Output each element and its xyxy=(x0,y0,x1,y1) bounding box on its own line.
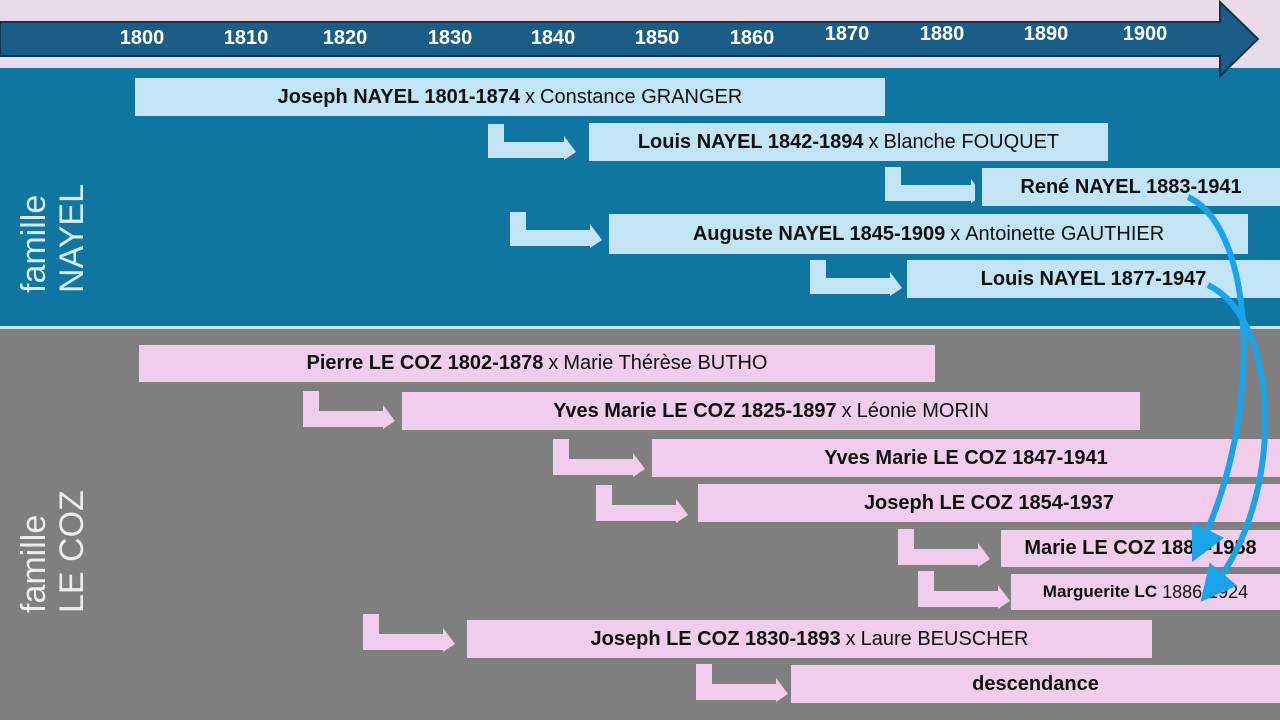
descent-arrow xyxy=(363,614,455,652)
marriage-sign: x xyxy=(845,627,856,650)
person-bar-rene-nayel: René NAYEL 1883-1941 xyxy=(982,168,1280,206)
descent-arrow xyxy=(918,571,1010,609)
person-name: Yves Marie LE COZ 1847-1941 xyxy=(824,446,1108,469)
spouse-name: Constance GRANGER xyxy=(540,85,743,108)
year-tick-1820: 1820 xyxy=(322,27,368,49)
year-tick-1870: 1870 xyxy=(824,23,870,45)
year-tick-1860: 1860 xyxy=(729,27,775,49)
person-name: Louis NAYEL 1842-1894 xyxy=(637,130,864,153)
spouse-name: Laure BEUSCHER xyxy=(860,627,1029,650)
person-bar-yves-marie-le-coz-1825: Yves Marie LE COZ 1825-1897 x Léonie MOR… xyxy=(402,392,1140,430)
person-name: Louis NAYEL 1877-1947 xyxy=(980,267,1207,290)
year-tick-1850: 1850 xyxy=(634,27,680,49)
person-name: René NAYEL 1883-1941 xyxy=(1020,175,1242,198)
person-name: Joseph LE COZ 1830-1893 xyxy=(590,627,841,650)
person-name: Yves Marie LE COZ 1825-1897 xyxy=(553,399,837,422)
year-tick-1840: 1840 xyxy=(530,27,576,49)
family-divider xyxy=(0,326,1280,329)
year-tick-1890: 1890 xyxy=(1023,23,1069,45)
person-bar-auguste-nayel: Auguste NAYEL 1845-1909 x Antoinette GAU… xyxy=(609,214,1248,254)
person-name: Joseph LE COZ 1854-1937 xyxy=(863,491,1115,514)
descent-arrow xyxy=(696,664,788,702)
descent-arrow xyxy=(596,485,688,523)
timeline-arrow xyxy=(0,0,1260,79)
person-bar-louis-nayel-1842: Louis NAYEL 1842-1894 x Blanche FOUQUET xyxy=(589,123,1108,161)
person-name: Marguerite LC xyxy=(1042,582,1158,601)
person-years: 1886-1924 xyxy=(1162,581,1249,602)
descent-arrow xyxy=(510,212,602,248)
person-bar-joseph-le-coz-1830: Joseph LE COZ 1830-1893 x Laure BEUSCHER xyxy=(467,620,1152,658)
spouse-name: Marie Thérèse BUTHO xyxy=(563,352,768,374)
person-bar-louis-nayel-1877: Louis NAYEL 1877-1947 xyxy=(907,260,1280,298)
descent-arrow xyxy=(810,260,902,296)
family-surname: NAYEL xyxy=(53,184,91,293)
marriage-sign: x xyxy=(841,399,852,422)
year-tick-1800: 1800 xyxy=(119,27,165,49)
year-tick-1900: 1900 xyxy=(1122,23,1168,45)
descent-arrow xyxy=(885,167,975,203)
person-bar-joseph-le-coz-1854: Joseph LE COZ 1854-1937 xyxy=(698,484,1280,522)
person-name: Pierre LE COZ 1802-1878 xyxy=(306,352,544,374)
year-tick-1810: 1810 xyxy=(223,27,269,49)
person-name: Marie LE COZ 1884-1958 xyxy=(1024,537,1257,559)
person-name: descendance xyxy=(972,672,1099,695)
marriage-sign: x xyxy=(950,222,961,245)
person-bar-joseph-nayel: Joseph NAYEL 1801-1874 x Constance GRANG… xyxy=(135,78,885,116)
lecoz-family-label: famille LE COZ xyxy=(15,463,95,613)
descent-arrow xyxy=(553,439,645,477)
person-bar-marguerite-lc: Marguerite LC 1886-1924 xyxy=(1011,574,1280,610)
descent-arrow xyxy=(488,124,576,160)
family-surname: LE COZ xyxy=(53,490,91,613)
marriage-sign: x xyxy=(868,130,879,153)
family-word: famille xyxy=(15,194,53,293)
marriage-sign: x xyxy=(548,352,559,374)
marriage-sign: x xyxy=(525,85,536,108)
descent-arrow xyxy=(303,391,395,429)
year-tick-1830: 1830 xyxy=(427,27,473,49)
spouse-name: Antoinette GAUTHIER xyxy=(965,222,1165,245)
year-tick-1880: 1880 xyxy=(919,23,965,45)
descent-arrow xyxy=(898,529,990,567)
person-name: Auguste NAYEL 1845-1909 xyxy=(692,222,946,245)
person-bar-descendance: descendance xyxy=(791,665,1280,703)
person-bar-marie-le-coz: Marie LE COZ 1884-1958 xyxy=(1001,530,1280,567)
nayel-family-label: famille NAYEL xyxy=(15,143,95,293)
spouse-name: Blanche FOUQUET xyxy=(883,130,1060,153)
family-word: famille xyxy=(15,514,53,613)
spouse-name: Léonie MORIN xyxy=(856,399,989,422)
person-bar-yves-marie-le-coz-1847: Yves Marie LE COZ 1847-1941 xyxy=(652,439,1280,477)
person-bar-pierre-le-coz: Pierre LE COZ 1802-1878 x Marie Thérèse … xyxy=(139,345,935,382)
person-name: Joseph NAYEL 1801-1874 xyxy=(277,85,521,108)
